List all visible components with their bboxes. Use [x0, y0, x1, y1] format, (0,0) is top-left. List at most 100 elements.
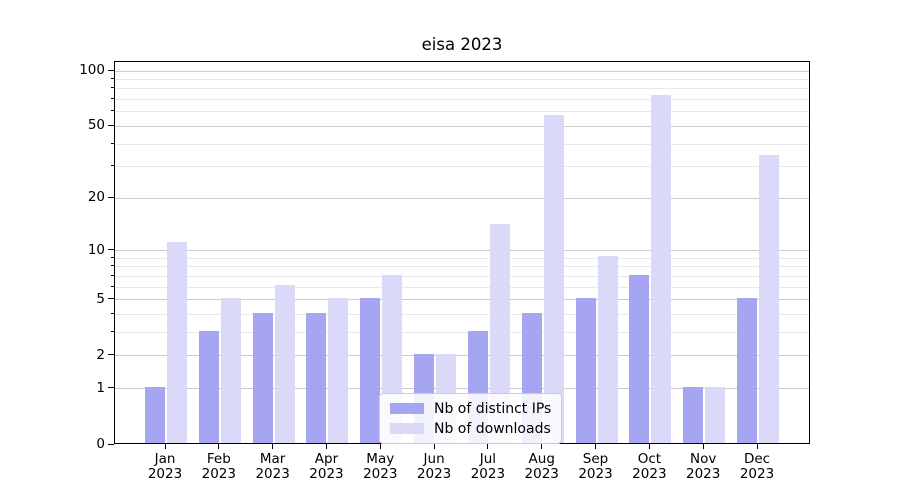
x-tick-month: Jan	[154, 451, 176, 467]
y-axis-minor-tick	[111, 110, 114, 112]
bar-downloads	[651, 95, 672, 443]
x-axis-tick-label: Jun 2023	[406, 452, 462, 482]
x-tick-month: Dec	[743, 451, 771, 467]
y-axis-minor-tick	[111, 285, 114, 287]
gridline-minor	[115, 99, 809, 101]
y-axis-tick-label: 20	[87, 189, 105, 206]
gridline-major	[115, 388, 809, 390]
x-tick-year: 2023	[578, 466, 613, 482]
y-axis-minor-tick	[111, 313, 114, 315]
x-axis-tick-label: Dec 2023	[729, 452, 785, 482]
y-axis-minor-tick	[111, 87, 114, 89]
x-axis-tick	[541, 444, 543, 449]
x-axis-tick-label: May 2023	[352, 452, 408, 482]
y-axis-tick	[108, 387, 114, 389]
x-axis-tick	[433, 444, 435, 449]
y-axis-tick	[108, 354, 114, 356]
x-tick-month: Nov	[689, 451, 717, 467]
legend-swatch-icon	[390, 403, 424, 414]
bar-distinct-ips	[360, 297, 381, 443]
bar-downloads	[705, 386, 726, 443]
legend-label: Nb of downloads	[434, 420, 551, 437]
x-tick-year: 2023	[632, 466, 667, 482]
legend-label: Nb of distinct IPs	[434, 400, 552, 417]
y-axis-tick	[108, 443, 114, 445]
legend-item: Nb of downloads	[390, 420, 551, 437]
y-axis-minor-tick	[111, 331, 114, 333]
x-tick-month: Mar	[259, 451, 286, 467]
gridline-major	[115, 125, 809, 127]
y-axis-tick	[108, 124, 114, 126]
x-axis-tick-label: Sep 2023	[568, 452, 624, 482]
x-axis-tick	[218, 444, 220, 449]
x-tick-year: 2023	[470, 466, 506, 482]
bar-distinct-ips	[737, 297, 757, 443]
y-axis-minor-tick	[111, 256, 114, 258]
x-tick-year: 2023	[255, 466, 290, 482]
legend-swatch-icon	[390, 423, 424, 434]
x-axis-tick	[272, 444, 274, 449]
gridline-minor	[115, 276, 809, 278]
gridline-major	[115, 355, 809, 357]
gridline-major	[115, 70, 809, 72]
x-axis-tick	[325, 444, 327, 449]
gridline-major	[115, 299, 809, 301]
y-axis-tick-label: 5	[96, 290, 105, 307]
bar-downloads	[274, 285, 295, 443]
y-axis-minor-tick	[111, 275, 114, 277]
x-axis-tick-label: Oct 2023	[621, 452, 677, 482]
x-axis-tick-label: Jan 2023	[137, 452, 193, 482]
gridline-minor	[115, 286, 809, 288]
gridline-minor	[115, 166, 809, 168]
y-axis-tick-label: 10	[87, 241, 105, 258]
gridline-minor	[115, 332, 809, 334]
legend-item: Nb of distinct IPs	[390, 400, 551, 417]
x-tick-month: Feb	[206, 451, 231, 467]
x-tick-month: Jul	[479, 451, 497, 467]
gridline-minor	[115, 88, 809, 90]
x-axis-tick	[756, 444, 758, 449]
y-axis-minor-tick	[111, 142, 114, 144]
y-axis-minor-tick	[111, 165, 114, 167]
bar-downloads	[543, 115, 564, 443]
gridline-minor	[115, 143, 809, 145]
bar-distinct-ips	[629, 274, 650, 443]
bar-distinct-ips	[683, 386, 704, 443]
gridline-minor	[115, 314, 809, 316]
x-tick-year: 2023	[524, 466, 559, 482]
x-axis-tick-label: Jul 2023	[460, 452, 516, 482]
gridline-minor	[115, 257, 809, 259]
x-axis-tick	[379, 444, 381, 449]
x-tick-year: 2023	[147, 466, 183, 482]
gridline-minor	[115, 111, 809, 113]
plot-area: Nb of distinct IPs Nb of downloads	[114, 61, 810, 444]
y-axis-tick-label: 2	[96, 346, 105, 363]
bar-downloads	[328, 297, 349, 443]
x-tick-year: 2023	[309, 466, 344, 482]
gridline-minor	[115, 266, 809, 268]
bar-distinct-ips	[575, 297, 596, 443]
x-axis-tick	[702, 444, 704, 449]
bar-distinct-ips	[252, 312, 273, 443]
bar-distinct-ips	[198, 330, 219, 443]
y-axis-minor-tick	[111, 98, 114, 100]
y-axis-tick-label: 1	[96, 379, 105, 396]
legend: Nb of distinct IPs Nb of downloads	[379, 393, 563, 444]
x-axis-tick-label: Mar 2023	[245, 452, 301, 482]
y-axis-tick-label: 0	[96, 436, 105, 452]
x-tick-year: 2023	[201, 466, 236, 482]
x-tick-month: Aug	[528, 451, 555, 467]
y-axis-tick	[108, 69, 114, 71]
x-tick-year: 2023	[363, 466, 398, 482]
x-axis-tick	[487, 444, 489, 449]
x-tick-year: 2023	[685, 466, 721, 482]
x-tick-month: Oct	[637, 451, 662, 467]
x-axis-tick-label: Apr 2023	[298, 452, 354, 482]
x-axis-tick	[164, 444, 166, 449]
y-axis-minor-tick	[111, 265, 114, 267]
x-tick-month: May	[366, 451, 395, 467]
y-axis-tick	[108, 298, 114, 300]
x-tick-month: Jun	[423, 451, 445, 467]
chart-title: eisa 2023	[421, 35, 503, 54]
